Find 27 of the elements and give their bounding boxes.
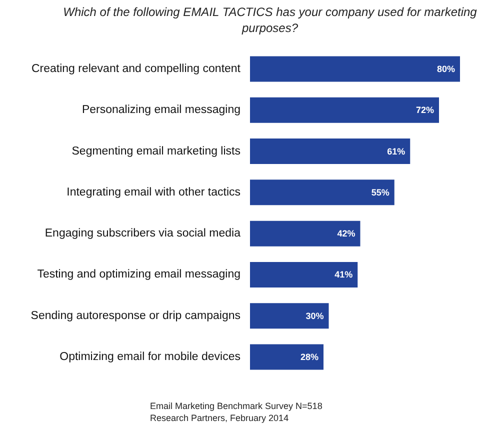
y-tick-label: Testing and optimizing email messaging: [37, 268, 240, 281]
bar: [250, 97, 439, 123]
data-label: 30%: [306, 310, 324, 321]
data-label: 80%: [436, 64, 455, 74]
bar: [250, 180, 394, 206]
bar: [250, 303, 329, 329]
data-label: 28%: [300, 352, 318, 362]
bar: [250, 262, 358, 288]
data-label: 42%: [337, 228, 356, 239]
data-label: 41%: [334, 270, 353, 280]
y-tick-label: Segmenting email marketing lists: [72, 145, 241, 158]
chart-title: Which of the following EMAIL TACTICS has your company used for marketing purposes?: [62, 4, 478, 36]
data-label: 55%: [371, 187, 390, 198]
y-tick-label: Creating relevant and compelling content: [31, 62, 242, 75]
y-tick-label: Sending autoresponse or drip campaigns: [30, 310, 241, 322]
data-label: 61%: [387, 146, 406, 156]
bar: [250, 220, 360, 246]
text: Email Marketing Benchmark Survey N=518: [150, 400, 322, 412]
data-label: 72%: [416, 105, 434, 116]
bar: [250, 138, 410, 164]
y-tick-label: Integrating email with other tactics: [66, 186, 241, 198]
y-tick-label: Engaging subscribers via social media: [44, 228, 242, 240]
y-tick-label: Optimizing email for mobile devices: [60, 351, 241, 364]
bar: [250, 56, 460, 82]
bar: [250, 344, 324, 370]
y-tick-label: Personalizing email messaging: [82, 104, 240, 116]
text: Research Partners, February 2014: [150, 412, 290, 424]
